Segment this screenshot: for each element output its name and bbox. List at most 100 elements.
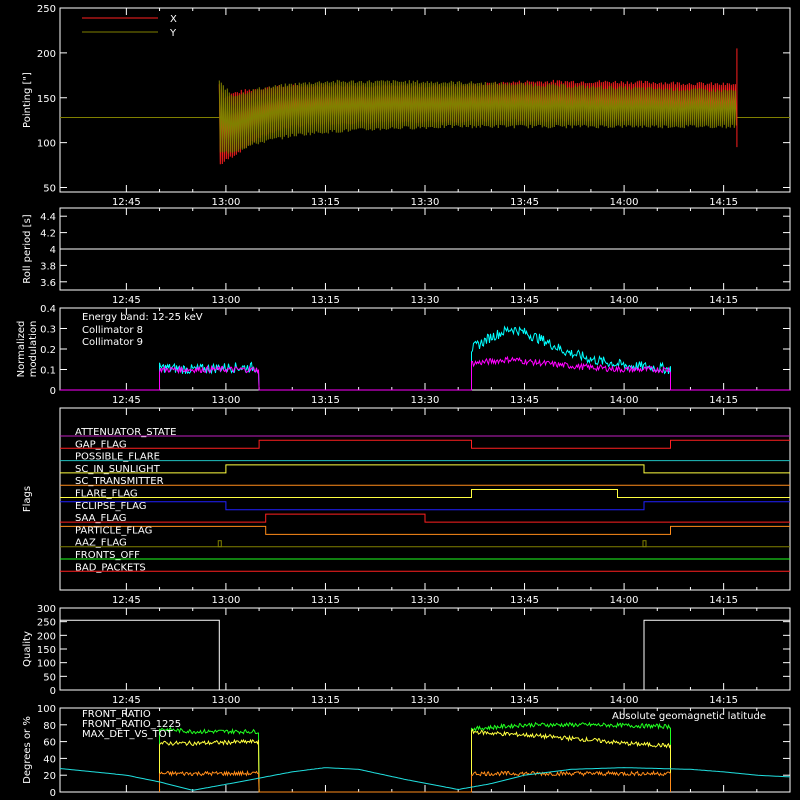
- time-tick-label: 13:00: [211, 295, 240, 306]
- quality-line: [60, 619, 790, 691]
- time-tick-label: 13:30: [411, 197, 440, 208]
- modulation-ytick-label: 0.2: [40, 345, 56, 356]
- modulation-ylabel: Normalized: [16, 321, 27, 378]
- flag-line-particle-flag: [60, 525, 790, 535]
- modulation-ytick-label: 0: [50, 386, 56, 397]
- modulation-ytick-label: 0.1: [40, 366, 56, 377]
- flag-label: SC_TRANSMITTER: [75, 476, 164, 487]
- flag-line-eclipse-flag: [60, 501, 790, 511]
- time-tick-label: 13:30: [411, 395, 440, 406]
- flag-line-flare-flag: [60, 489, 790, 498]
- flag-label: GAP_FLAG: [75, 439, 127, 450]
- time-tick-label: 14:15: [709, 695, 738, 706]
- pointing-ylabel: Pointing ["]: [22, 72, 33, 128]
- time-tick-label: 12:45: [112, 395, 141, 406]
- quality-ytick-label: 250: [37, 618, 56, 629]
- pointing-ytick-label: 200: [37, 49, 56, 60]
- time-tick-label: 13:45: [510, 695, 539, 706]
- time-tick-label: 13:15: [311, 695, 340, 706]
- time-tick-label: 14:00: [610, 197, 639, 208]
- ratios-legend-label: FRONT_RATIO: [82, 709, 151, 720]
- pointing-panel: 12:45 13:00 13:15 13:30 13:45 14:00 14:15 50 100…: [37, 4, 791, 208]
- flag-label: POSSIBLE_FLARE: [75, 452, 160, 463]
- time-tick-label: 13:00: [211, 695, 240, 706]
- time-tick-label: 13:45: [510, 395, 539, 406]
- ratios-ytick-label: 0: [50, 788, 56, 799]
- time-tick-label: 13:15: [311, 395, 340, 406]
- time-tick-label: 14:15: [709, 395, 738, 406]
- time-tick-label: 14:00: [610, 595, 639, 606]
- flag-label: ATTENUATOR_STATE: [75, 427, 176, 438]
- time-tick-label: 14:15: [709, 295, 738, 306]
- roll-ytick-label: 3.8: [40, 261, 56, 272]
- quality-ytick-label: 300: [37, 604, 56, 615]
- flag-line-gap-flag: [60, 439, 790, 449]
- time-tick-label: 14:15: [709, 197, 738, 208]
- time-tick-label: 13:30: [411, 595, 440, 606]
- ratios-series-max-det-vs-tot: [159, 769, 671, 793]
- time-tick-label: 14:00: [610, 395, 639, 406]
- quality-ylabel: Quality: [22, 631, 33, 667]
- roll-ytick-label: 3.6: [40, 278, 56, 289]
- time-tick-label: 13:45: [510, 595, 539, 606]
- time-tick-label: 13:15: [311, 595, 340, 606]
- ratios-ylabel: Degrees or %: [22, 716, 33, 784]
- flag-line-saa-flag: [60, 513, 790, 523]
- pointing-legend-label: Y: [169, 28, 177, 39]
- time-tick-label: 14:00: [610, 695, 639, 706]
- time-tick-label: 13:30: [411, 695, 440, 706]
- ratios-ytick-label: 60: [43, 738, 56, 749]
- ratios-ytick-label: 100: [37, 704, 56, 715]
- time-tick-label: 13:15: [311, 197, 340, 208]
- ratios-series-front-ratio: [159, 728, 671, 793]
- flag-label: FRONTS_OFF: [75, 550, 140, 561]
- time-tick-label: 13:00: [211, 197, 240, 208]
- flag-label: SAA_FLAG: [75, 513, 126, 524]
- ratios-ytick-label: 20: [43, 771, 56, 782]
- flag-label: ECLIPSE_FLAG: [75, 501, 146, 512]
- time-tick-label: 12:45: [112, 695, 141, 706]
- roll-ytick-label: 4.2: [40, 229, 56, 240]
- flag-label: FLARE_FLAG: [75, 489, 138, 500]
- time-tick-label: 14:00: [610, 295, 639, 306]
- pointing-ytick-label: 150: [37, 94, 56, 105]
- flags-ylabel: Flags: [22, 486, 33, 512]
- quality-ytick-label: 150: [37, 645, 56, 656]
- modulation-ylabel-line2: modulation: [28, 321, 39, 378]
- modulation-legend-label: Collimator 9: [82, 337, 143, 348]
- ratios-ytick-label: 80: [43, 721, 56, 732]
- roll-ytick-label: 4.4: [40, 212, 56, 223]
- flag-label: PARTICLE_FLAG: [75, 525, 152, 536]
- quality-ytick-label: 50: [43, 672, 56, 683]
- ratios-legend-geomag: Absolute geomagnetic latitude: [612, 711, 766, 722]
- flag-line-sc-in-sunlight: [60, 464, 790, 474]
- roll-ylabel: Roll period [s]: [22, 214, 33, 283]
- time-tick-label: 13:15: [311, 295, 340, 306]
- flag-spike: [642, 540, 647, 548]
- flags-panel: 12:45 13:00 13:15 13:30 13:45 14:00 14:15: [59, 407, 791, 606]
- time-tick-label: 13:45: [510, 197, 539, 208]
- modulation-annotation: Energy band: 12-25 keV: [82, 312, 203, 323]
- flag-spike: [217, 540, 222, 548]
- modulation-series-collimator8: [60, 325, 790, 391]
- ratios-ytick-label: 40: [43, 754, 56, 765]
- flag-label: AAZ_FLAG: [75, 538, 127, 549]
- modulation-legend-label: Collimator 8: [82, 325, 143, 336]
- time-tick-label: 13:00: [211, 395, 240, 406]
- pointing-legend-label: X: [170, 14, 177, 25]
- modulation-ytick-label: 0.4: [40, 304, 56, 315]
- pointing-ytick-label: 100: [37, 139, 56, 150]
- time-tick-label: 14:15: [709, 595, 738, 606]
- modulation-ytick-label: 0.3: [40, 325, 56, 336]
- time-tick-label: 13:45: [510, 295, 539, 306]
- pointing-ytick-label: 50: [43, 184, 56, 195]
- ratios-series-absolute-geomagnetic-latitude: [59, 767, 791, 791]
- ratios-legend-label: FRONT_RATIO_1225: [82, 719, 181, 730]
- quality-panel: 12:45 13:00 13:15 13:30 13:45 14:00 14:15 0 50 10…: [37, 604, 791, 706]
- flag-label: SC_IN_SUNLIGHT: [75, 464, 161, 475]
- roll-ytick-label: 4: [50, 245, 56, 256]
- ratios-series-front-ratio-1225: [159, 721, 671, 793]
- time-tick-label: 12:45: [112, 197, 141, 208]
- pointing-ytick-label: 250: [37, 4, 56, 15]
